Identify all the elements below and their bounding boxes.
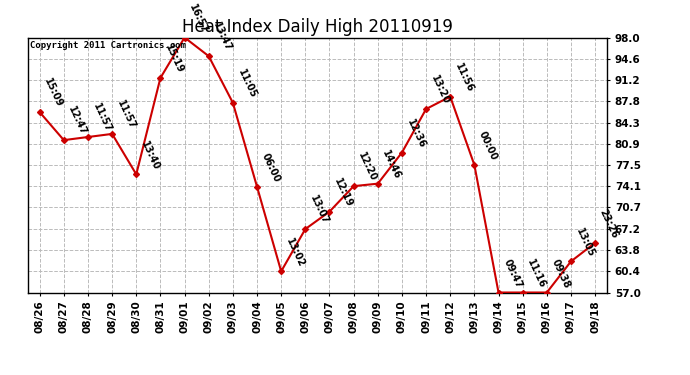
Title: Heat Index Daily High 20110919: Heat Index Daily High 20110919 xyxy=(182,18,453,36)
Text: 11:57: 11:57 xyxy=(115,99,137,131)
Text: Copyright 2011 Cartronics.com: Copyright 2011 Cartronics.com xyxy=(30,41,186,50)
Text: 00:00: 00:00 xyxy=(477,130,500,162)
Text: 12:19: 12:19 xyxy=(333,177,355,209)
Text: 09:47: 09:47 xyxy=(502,257,524,290)
Text: 13:07: 13:07 xyxy=(308,194,331,226)
Text: 11:05: 11:05 xyxy=(236,68,258,100)
Text: 11:56: 11:56 xyxy=(453,62,475,94)
Text: 12:36: 12:36 xyxy=(405,117,427,150)
Text: 13:05: 13:05 xyxy=(574,226,596,259)
Text: 06:00: 06:00 xyxy=(260,152,282,184)
Text: 23:26: 23:26 xyxy=(598,208,620,240)
Text: 13:40: 13:40 xyxy=(139,139,161,171)
Text: 12:47: 12:47 xyxy=(67,105,89,137)
Text: 15:09: 15:09 xyxy=(43,77,65,110)
Text: 13:02: 13:02 xyxy=(284,236,306,268)
Text: 12:20: 12:20 xyxy=(357,151,379,183)
Text: 16:57: 16:57 xyxy=(188,2,210,35)
Text: 11:16: 11:16 xyxy=(526,257,548,290)
Text: 11:57: 11:57 xyxy=(91,102,113,134)
Text: 13:20: 13:20 xyxy=(429,74,451,106)
Text: 14:46: 14:46 xyxy=(381,148,403,181)
Text: 15:19: 15:19 xyxy=(164,43,186,75)
Text: 13:47: 13:47 xyxy=(212,21,234,53)
Text: 09:38: 09:38 xyxy=(550,257,572,290)
